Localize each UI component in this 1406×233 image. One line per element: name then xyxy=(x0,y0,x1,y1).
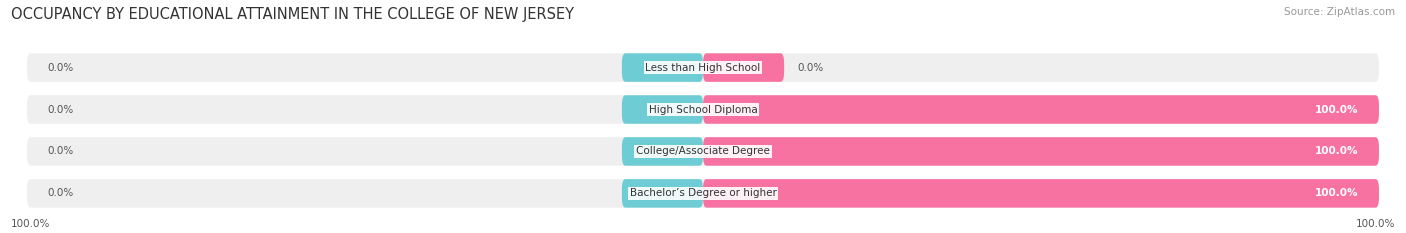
Text: 0.0%: 0.0% xyxy=(48,105,73,114)
Text: OCCUPANCY BY EDUCATIONAL ATTAINMENT IN THE COLLEGE OF NEW JERSEY: OCCUPANCY BY EDUCATIONAL ATTAINMENT IN T… xyxy=(11,7,574,22)
Text: 0.0%: 0.0% xyxy=(48,188,73,198)
FancyBboxPatch shape xyxy=(27,53,1379,82)
Text: 0.0%: 0.0% xyxy=(797,63,824,72)
FancyBboxPatch shape xyxy=(621,137,703,166)
Text: 100.0%: 100.0% xyxy=(1355,219,1395,229)
FancyBboxPatch shape xyxy=(621,53,703,82)
FancyBboxPatch shape xyxy=(27,95,1379,124)
Text: 100.0%: 100.0% xyxy=(11,219,51,229)
Text: Less than High School: Less than High School xyxy=(645,63,761,72)
Text: 100.0%: 100.0% xyxy=(1315,147,1358,156)
Text: College/Associate Degree: College/Associate Degree xyxy=(636,147,770,156)
FancyBboxPatch shape xyxy=(703,95,1379,124)
Text: 100.0%: 100.0% xyxy=(1315,188,1358,198)
Text: High School Diploma: High School Diploma xyxy=(648,105,758,114)
Text: Source: ZipAtlas.com: Source: ZipAtlas.com xyxy=(1284,7,1395,17)
Text: Bachelor’s Degree or higher: Bachelor’s Degree or higher xyxy=(630,188,776,198)
FancyBboxPatch shape xyxy=(27,179,1379,208)
Text: 0.0%: 0.0% xyxy=(48,63,73,72)
FancyBboxPatch shape xyxy=(621,179,703,208)
Text: 0.0%: 0.0% xyxy=(48,147,73,156)
FancyBboxPatch shape xyxy=(27,137,1379,166)
FancyBboxPatch shape xyxy=(703,137,1379,166)
FancyBboxPatch shape xyxy=(703,53,785,82)
FancyBboxPatch shape xyxy=(703,179,1379,208)
Text: 100.0%: 100.0% xyxy=(1315,105,1358,114)
FancyBboxPatch shape xyxy=(621,95,703,124)
